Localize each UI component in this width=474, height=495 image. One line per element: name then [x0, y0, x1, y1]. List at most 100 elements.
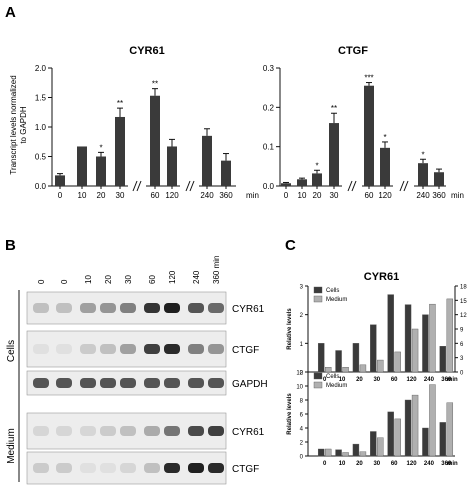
lane-label: 0 — [37, 279, 46, 284]
blot-band — [164, 426, 180, 436]
bar-cells — [404, 399, 412, 457]
y-tick-label: 0 — [300, 371, 304, 377]
blot-band — [56, 426, 72, 436]
lane-label: 10 — [84, 275, 93, 284]
y-tick-label: 2 — [300, 441, 304, 447]
blot-band — [144, 303, 160, 313]
bar-medium — [377, 359, 384, 373]
blot-band — [120, 463, 136, 473]
blot-band — [100, 426, 116, 436]
blot-band — [188, 378, 204, 388]
y-tick-label: 12 — [296, 371, 303, 377]
y-axis-label: Relative levels — [287, 308, 293, 350]
x-unit-label: min — [246, 191, 259, 200]
blot-band — [144, 378, 160, 388]
x-unit-label: min — [447, 461, 458, 467]
panel-a-ylabel-line1: Transcript levels normalized — [9, 75, 18, 174]
lane-label: 120 — [168, 270, 177, 284]
blot-band — [56, 463, 72, 473]
bar-medium — [342, 367, 349, 373]
x-tick-label: 360 — [432, 191, 446, 200]
y-right-tick-label: 15 — [460, 299, 467, 305]
lane-label: 360 min — [212, 256, 221, 284]
blot-row-label: CTGF — [232, 345, 259, 356]
blot-band — [144, 344, 160, 354]
blot-band — [56, 378, 72, 388]
legend-swatch — [313, 295, 323, 303]
x-tick-label: 0 — [323, 377, 327, 383]
lane-label: 30 — [124, 275, 133, 284]
significance-marker: ** — [117, 99, 123, 108]
blot-band — [100, 344, 116, 354]
bar-medium — [429, 303, 436, 373]
blot-band — [164, 378, 180, 388]
blot-row-label: CYR61 — [232, 427, 265, 438]
y-tick-label: 0.3 — [263, 64, 275, 73]
panel-a-ylabel-line2: to GAPDH — [19, 106, 28, 144]
y-tick-label: 1 — [300, 342, 304, 348]
blot-band — [56, 344, 72, 354]
bar-medium — [446, 402, 454, 457]
bar — [150, 95, 160, 186]
bar — [329, 123, 339, 186]
x-tick-label: 120 — [165, 191, 179, 200]
blot-band — [188, 303, 204, 313]
significance-marker: *** — [364, 74, 373, 83]
axis-break-mark — [136, 180, 142, 192]
y-tick-label: 3 — [300, 285, 304, 291]
chart-title: CYR61 — [129, 45, 164, 57]
significance-marker: * — [315, 161, 318, 170]
significance-marker: ** — [331, 104, 337, 113]
bar-cells — [352, 343, 360, 373]
bar-cells — [422, 314, 429, 373]
y-tick-label: 1.0 — [35, 123, 47, 132]
blot-row-label: CYR61 — [232, 304, 265, 315]
x-tick-label: 20 — [356, 461, 363, 467]
chart-a-ctgf: CTGF 0.0 0.1 0.2 0.3 0 10 * 20 ** 30 *** 60 * 120 * 240 3… — [263, 45, 464, 200]
x-tick-label: 240 — [424, 377, 435, 383]
blot-band — [164, 303, 180, 313]
blot-band — [144, 426, 160, 436]
blot-band — [188, 344, 204, 354]
y-tick-label: 2 — [300, 313, 304, 319]
blot-band — [80, 378, 96, 388]
y-tick-label: 10 — [296, 385, 303, 391]
x-tick-label: 240 — [424, 461, 435, 467]
y-right-tick-label: 12 — [460, 313, 467, 319]
axis-break-mark — [347, 180, 353, 192]
x-unit-label: min — [451, 191, 464, 200]
bar — [167, 146, 177, 186]
blot-band — [56, 303, 72, 313]
x-tick-label: 360 — [441, 461, 452, 467]
blot-row-label: GAPDH — [232, 379, 268, 390]
y-axis-label: Relative levels — [287, 393, 293, 435]
chart-title: CTGF — [338, 45, 368, 57]
bar — [434, 172, 444, 186]
x-tick-label: 60 — [365, 191, 374, 200]
significance-marker: * — [383, 133, 386, 142]
x-tick-label: 10 — [339, 461, 346, 467]
bar — [202, 135, 212, 186]
x-tick-label: 0 — [58, 191, 63, 200]
x-tick-label: 20 — [97, 191, 106, 200]
blot-band — [208, 303, 224, 313]
blot-band — [164, 344, 180, 354]
legend-label: Cells — [326, 374, 339, 380]
bar-cells — [335, 449, 342, 457]
y-tick-label: 0.0 — [263, 182, 275, 191]
lane-label: 0 — [60, 279, 69, 284]
bar-medium — [377, 437, 384, 457]
axis-break-mark — [351, 180, 357, 192]
blot-band — [80, 463, 96, 473]
x-tick-label: 120 — [407, 377, 418, 383]
x-tick-label: 60 — [391, 377, 398, 383]
x-tick-label: 0 — [284, 191, 289, 200]
cells-group-label: Cells — [6, 340, 17, 362]
blot-band — [208, 463, 224, 473]
x-tick-label: 240 — [200, 191, 214, 200]
bar-cells — [404, 304, 412, 373]
bar-cells — [335, 350, 342, 373]
blot-band — [33, 344, 49, 354]
blot-band — [208, 378, 224, 388]
